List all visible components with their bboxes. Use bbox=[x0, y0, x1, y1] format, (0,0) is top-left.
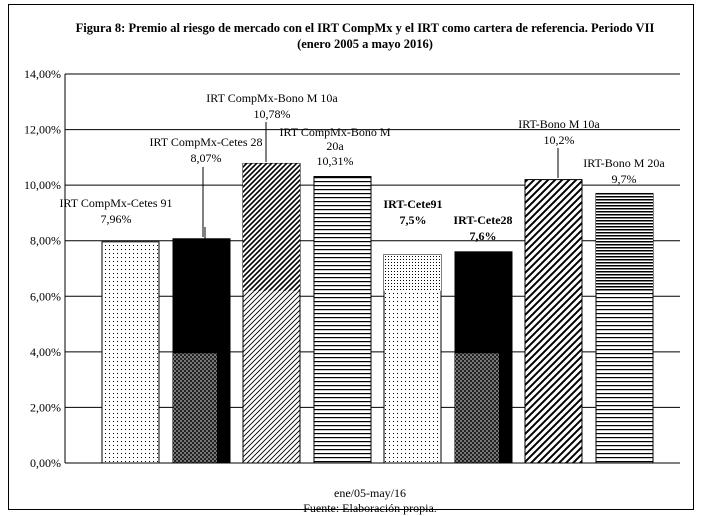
bar-4 bbox=[313, 176, 372, 464]
chart-title: Figura 8: Premio al riesgo de mercado co… bbox=[75, 21, 655, 51]
series-label: IRT CompMx-Bono M 10a bbox=[206, 91, 338, 105]
y-tick-label: 8,00% bbox=[30, 234, 61, 248]
bar-3 bbox=[242, 162, 301, 464]
bar-1 bbox=[101, 241, 160, 464]
series-label: IRT CompMx-Bono M bbox=[279, 125, 390, 139]
y-tick-label: 2,00% bbox=[30, 400, 61, 414]
data-label: 10,31% bbox=[317, 154, 354, 168]
chart-frame bbox=[8, 4, 694, 510]
series-label: IRT-Bono M 20a bbox=[583, 156, 665, 170]
data-label: 7,96% bbox=[101, 212, 132, 226]
data-label: 7,6% bbox=[470, 229, 497, 243]
source-note: Fuente: Elaboración propia. bbox=[303, 501, 437, 515]
series-label: IRT CompMx-Cetes 28 bbox=[149, 135, 262, 149]
bar-6 bbox=[454, 251, 513, 464]
x-axis-label: ene/05-may/16 bbox=[334, 486, 406, 500]
y-tick-label: 10,00% bbox=[24, 178, 61, 192]
bar-2 bbox=[172, 238, 231, 464]
y-tick-label: 4,00% bbox=[30, 345, 61, 359]
series-label: IRT-Cete28 bbox=[453, 213, 512, 227]
data-label: 7,5% bbox=[400, 213, 427, 227]
bar-5 bbox=[383, 254, 442, 464]
series-label-cont: 20a bbox=[326, 139, 344, 153]
y-tick-label: 6,00% bbox=[30, 289, 61, 303]
bar-8 bbox=[595, 192, 654, 464]
data-label: 10,78% bbox=[254, 107, 291, 121]
data-label: 10,2% bbox=[544, 133, 575, 147]
y-tick-label: 14,00% bbox=[24, 67, 61, 81]
series-label: IRT-Cete91 bbox=[383, 197, 442, 211]
chart-source: ene/05-may/16 Fuente: Elaboración propia… bbox=[200, 486, 540, 516]
y-tick-label: 0,00% bbox=[30, 456, 61, 470]
series-label: IRT-Bono M 10a bbox=[518, 117, 600, 131]
y-tick-label: 12,00% bbox=[24, 123, 61, 137]
bar-7 bbox=[524, 179, 583, 464]
series-label: IRT CompMx-Cetes 91 bbox=[59, 196, 172, 210]
data-label: 8,07% bbox=[191, 151, 222, 165]
data-label: 9,7% bbox=[612, 172, 637, 186]
